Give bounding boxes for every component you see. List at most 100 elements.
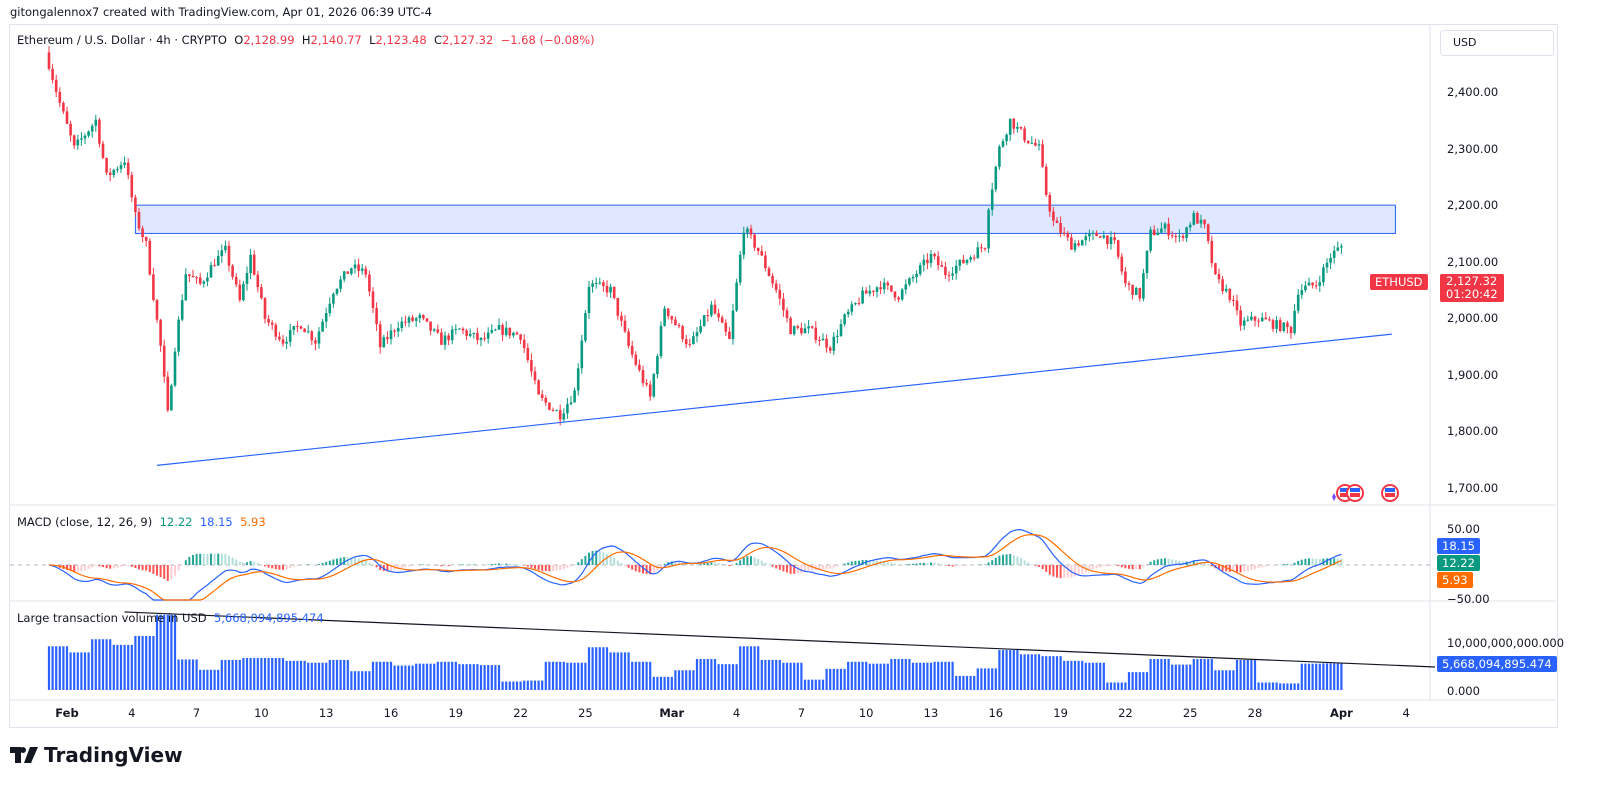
candle-body: [893, 291, 897, 298]
macd-hist-bar: [159, 565, 162, 578]
volume-bar: [785, 662, 789, 690]
candle: [692, 331, 695, 345]
volume-bar: [904, 658, 907, 690]
volume-bar: [962, 675, 965, 690]
volume-bar: [746, 646, 749, 690]
volume-bar: [1005, 650, 1008, 690]
candle-body: [760, 251, 764, 256]
candle: [728, 327, 731, 340]
macd-hist-bar: [652, 565, 655, 573]
candle: [1217, 268, 1221, 284]
volume-bar: [148, 635, 151, 690]
macd-hist-bar: [364, 560, 367, 565]
candle: [886, 280, 890, 290]
candle: [929, 250, 933, 268]
candle: [717, 308, 720, 322]
candle-body: [152, 274, 155, 300]
candle: [1322, 263, 1325, 287]
candle: [357, 258, 360, 278]
candle-body: [1052, 211, 1055, 221]
macd-hist-bar: [548, 565, 551, 572]
candle: [904, 279, 908, 295]
macd-hist-bar: [1272, 565, 1274, 566]
candle-body: [1235, 300, 1239, 311]
macd-hist-bar: [948, 565, 950, 567]
candle-body: [468, 333, 472, 336]
volume-title[interactable]: Large transaction volume in USD: [17, 611, 207, 625]
candle-body: [1199, 219, 1203, 224]
candle-body: [314, 340, 317, 344]
macd-hist-bar: [512, 564, 515, 565]
candle-body: [386, 337, 389, 340]
volume-bar: [1257, 682, 1260, 690]
candle: [87, 130, 90, 138]
candle: [918, 262, 922, 277]
candle-body: [990, 189, 994, 210]
volume-bar: [577, 662, 580, 690]
volume-bar: [1055, 656, 1059, 690]
candle: [936, 251, 940, 271]
volume-bar: [811, 679, 814, 690]
volume-bar: [566, 662, 569, 690]
candle-body: [1314, 285, 1318, 287]
candle-body: [551, 409, 555, 411]
volume-bar: [699, 658, 702, 690]
volume-bar: [861, 661, 864, 690]
low-value: 2,123.48: [375, 33, 427, 47]
candle-body: [130, 175, 134, 198]
candle-body: [594, 282, 598, 284]
candle-body: [58, 91, 62, 103]
currency-button[interactable]: USD: [1440, 30, 1554, 56]
candle: [1325, 258, 1329, 274]
candle: [1005, 133, 1008, 146]
volume-bar: [1275, 682, 1278, 690]
volume-bar: [789, 662, 792, 690]
time-tick-label: 22: [1118, 706, 1133, 720]
volume-bar: [188, 659, 191, 690]
volume-bar: [1048, 656, 1051, 690]
candle: [666, 308, 670, 320]
candle: [465, 328, 468, 341]
volume-bar: [674, 670, 677, 690]
macd-hist-bar: [350, 557, 353, 565]
candle-body: [1296, 294, 1300, 311]
volume-bar: [415, 663, 418, 690]
candle-body: [342, 271, 346, 280]
macd-hist-bar: [760, 560, 763, 565]
candle-body: [1041, 144, 1044, 167]
candle-body: [634, 354, 638, 365]
candle: [555, 409, 558, 412]
macd-hist-bar: [213, 553, 216, 565]
candle-body: [1340, 246, 1343, 248]
volume-bar: [94, 639, 97, 690]
candle: [1170, 231, 1174, 239]
candle: [62, 101, 65, 114]
macd-hist-bar: [1264, 565, 1267, 567]
candle: [504, 321, 508, 337]
volume-bar: [274, 658, 277, 690]
candle: [515, 331, 519, 335]
macd-hist-bar: [1261, 565, 1264, 568]
candle: [562, 408, 566, 422]
volume-bar: [497, 665, 501, 690]
macd-hist-bar: [541, 565, 544, 571]
candle-body: [238, 284, 242, 301]
candle: [587, 280, 591, 319]
volume-bar: [821, 679, 825, 690]
macd-hist-bar: [422, 564, 425, 565]
candle: [263, 297, 267, 324]
candle: [368, 270, 371, 297]
price-tick-label: 2,200.00: [1447, 198, 1499, 213]
candle: [537, 379, 540, 395]
macd-hist-bar: [602, 552, 605, 565]
candle: [548, 402, 551, 411]
macd-hist-bar: [1182, 561, 1184, 565]
candle-body: [972, 257, 976, 259]
macd-title[interactable]: MACD (close, 12, 26, 9): [17, 515, 153, 529]
symbol-title[interactable]: Ethereum / U.S. Dollar · 4h · CRYPTO: [17, 33, 227, 47]
macd-hist-bar: [703, 563, 706, 565]
tradingview-logo[interactable]: TradingView: [10, 743, 183, 767]
macd-hist-bar: [739, 560, 742, 565]
volume-bar: [1070, 660, 1073, 690]
